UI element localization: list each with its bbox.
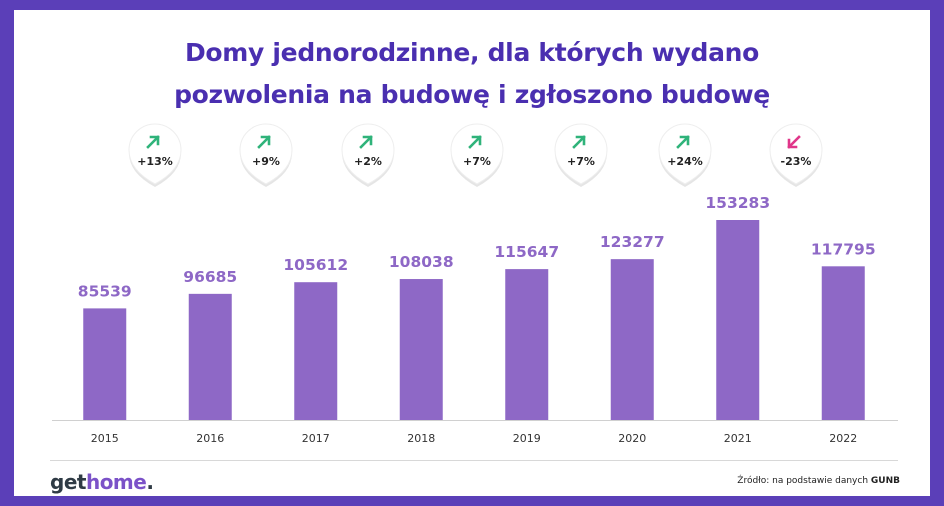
arrow-up-icon	[676, 135, 690, 149]
arrow-down-icon	[787, 135, 801, 149]
value-label-2015: 85539	[78, 282, 132, 300]
arrow-up-icon	[359, 135, 373, 149]
source-name: GUNB	[870, 476, 900, 486]
arrow-up-icon	[468, 135, 482, 149]
logo-text-home: home	[85, 470, 147, 494]
change-bubble	[239, 123, 293, 185]
chart-card: Domy jednorodzinne, dla których wydano p…	[14, 10, 930, 496]
arrow-up-icon	[257, 135, 271, 149]
bar-2015	[83, 308, 127, 420]
bar-2019	[505, 269, 549, 420]
change-bubble	[450, 123, 504, 185]
logo-text-get: get	[50, 470, 86, 494]
change-label: +7%	[567, 155, 595, 168]
x-tick-label-2021: 2021	[724, 432, 752, 445]
bar-2018	[399, 279, 443, 420]
value-label-2017: 105612	[283, 256, 348, 274]
change-bubble	[658, 123, 712, 185]
footer-divider	[50, 460, 898, 461]
value-label-2018: 108038	[389, 253, 454, 271]
source-note: Źródło: na podstawie danych GUNB	[737, 476, 900, 486]
bar-2022	[821, 266, 865, 420]
x-tick-label-2018: 2018	[407, 432, 435, 445]
arrow-up-icon	[572, 135, 586, 149]
x-tick-label-2016: 2016	[196, 432, 224, 445]
bar-2020	[610, 259, 654, 420]
x-tick-label-2022: 2022	[829, 432, 857, 445]
arrow-up-icon	[146, 135, 160, 149]
x-tick-label-2015: 2015	[91, 432, 119, 445]
x-tick-label-2020: 2020	[618, 432, 646, 445]
chart-title-line-1: Domy jednorodzinne, dla których wydano	[184, 38, 760, 67]
change-label: +7%	[463, 155, 491, 168]
value-label-2021: 153283	[705, 194, 770, 212]
chart-title: Domy jednorodzinne, dla których wydano p…	[14, 32, 930, 116]
value-label-2016: 96685	[183, 268, 237, 286]
bar-2021	[716, 220, 760, 420]
chart-title-line-2: pozwolenia na budowę i zgłoszono budowę	[174, 80, 770, 109]
change-bubble	[769, 123, 823, 185]
x-tick-label-2019: 2019	[513, 432, 541, 445]
change-bubble	[128, 123, 182, 185]
x-tick-label-2017: 2017	[302, 432, 330, 445]
change-bubble	[341, 123, 395, 185]
bar-chart: 85539 2015 96685 2016 105612 2017 108038 2018 11…	[52, 123, 898, 445]
value-label-2022: 117795	[811, 240, 876, 258]
change-label: +13%	[137, 155, 173, 168]
bar-2016	[188, 293, 232, 420]
gethome-logo: gethome.	[50, 470, 154, 494]
bar-2017	[294, 282, 338, 420]
value-label-2020: 123277	[600, 233, 665, 251]
change-label: -23%	[781, 155, 812, 168]
change-bubble	[554, 123, 608, 185]
change-label: +9%	[252, 155, 280, 168]
logo-text-dot: .	[146, 470, 154, 494]
change-label: +2%	[354, 155, 382, 168]
source-prefix: Źródło: na podstawie danych	[737, 476, 871, 486]
value-label-2019: 115647	[494, 243, 559, 261]
change-label: +24%	[667, 155, 703, 168]
